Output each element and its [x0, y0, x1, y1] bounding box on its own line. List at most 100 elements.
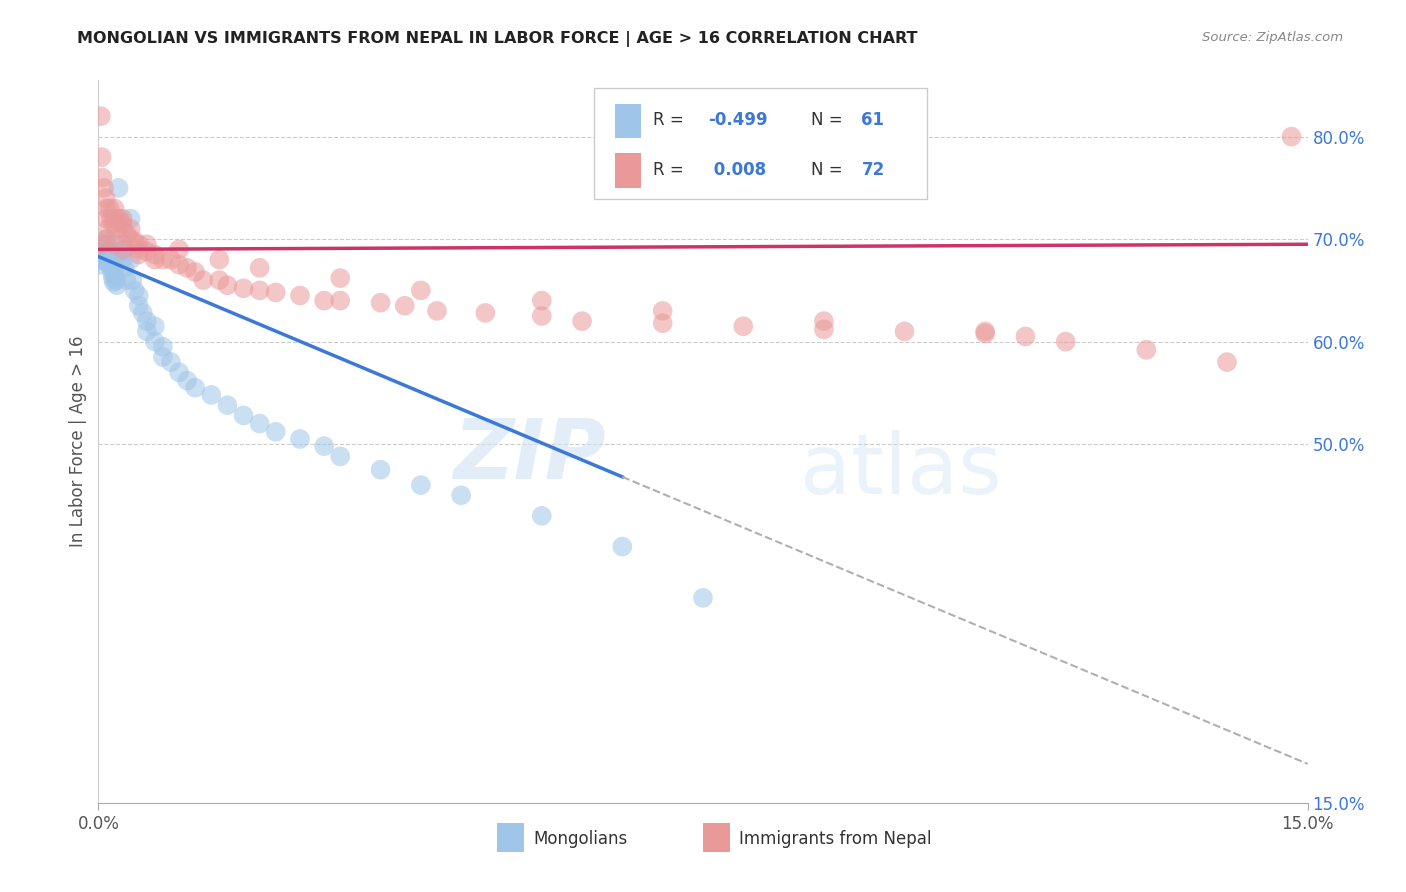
- Point: [184, 265, 207, 279]
- Point: [111, 244, 134, 259]
- Point: [111, 237, 134, 252]
- Text: 61: 61: [862, 112, 884, 129]
- Point: [249, 417, 271, 431]
- Point: [101, 265, 124, 279]
- Point: [128, 237, 150, 252]
- Point: [120, 222, 142, 236]
- Point: [124, 234, 146, 248]
- Point: [105, 222, 128, 236]
- Point: [100, 254, 122, 268]
- Text: N =: N =: [811, 161, 848, 178]
- Point: [103, 275, 125, 289]
- Point: [100, 260, 122, 275]
- Point: [94, 244, 117, 259]
- Text: Immigrants from Nepal: Immigrants from Nepal: [740, 830, 932, 848]
- Point: [91, 243, 114, 257]
- Bar: [498, 823, 524, 852]
- Text: Source: ZipAtlas.com: Source: ZipAtlas.com: [1202, 31, 1343, 45]
- Text: 72: 72: [862, 161, 884, 178]
- Point: [143, 252, 166, 267]
- Point: [200, 388, 222, 402]
- Point: [232, 281, 254, 295]
- Point: [426, 304, 449, 318]
- Point: [143, 319, 166, 334]
- Point: [91, 247, 114, 261]
- Point: [111, 252, 134, 267]
- Y-axis label: In Labor Force | Age > 16: In Labor Force | Age > 16: [69, 335, 87, 548]
- Point: [97, 240, 120, 254]
- Point: [370, 463, 392, 477]
- Point: [409, 478, 432, 492]
- Point: [208, 252, 231, 267]
- Point: [101, 271, 124, 285]
- Point: [394, 299, 416, 313]
- Point: [105, 278, 128, 293]
- Point: [176, 260, 198, 275]
- Text: R =: R =: [654, 161, 689, 178]
- Point: [1281, 129, 1303, 144]
- Point: [160, 355, 183, 369]
- Point: [813, 314, 835, 328]
- Point: [288, 432, 311, 446]
- Point: [217, 278, 239, 293]
- Bar: [614, 153, 641, 187]
- Point: [94, 254, 117, 268]
- Point: [264, 285, 287, 300]
- Point: [232, 409, 254, 423]
- Point: [107, 211, 129, 226]
- Point: [96, 232, 118, 246]
- Point: [120, 252, 142, 267]
- Point: [249, 284, 271, 298]
- Point: [128, 247, 150, 261]
- Point: [111, 217, 134, 231]
- Point: [103, 237, 125, 252]
- Point: [98, 202, 121, 216]
- Text: N =: N =: [811, 112, 848, 129]
- Point: [96, 211, 118, 226]
- Point: [124, 284, 146, 298]
- Point: [208, 273, 231, 287]
- Point: [120, 232, 142, 246]
- Text: MONGOLIAN VS IMMIGRANTS FROM NEPAL IN LABOR FORCE | AGE > 16 CORRELATION CHART: MONGOLIAN VS IMMIGRANTS FROM NEPAL IN LA…: [77, 31, 918, 47]
- Text: atlas: atlas: [800, 430, 1001, 511]
- Point: [115, 227, 138, 241]
- Point: [167, 365, 190, 379]
- Point: [1216, 355, 1239, 369]
- Text: -0.499: -0.499: [707, 112, 768, 129]
- Point: [101, 217, 124, 231]
- Point: [90, 258, 112, 272]
- Point: [128, 288, 150, 302]
- Point: [329, 293, 352, 308]
- Point: [103, 268, 125, 282]
- Point: [1135, 343, 1157, 357]
- Text: R =: R =: [654, 112, 689, 129]
- Point: [1054, 334, 1077, 349]
- Point: [143, 334, 166, 349]
- Point: [111, 222, 134, 236]
- Point: [111, 211, 134, 226]
- Point: [193, 273, 215, 287]
- Point: [135, 244, 157, 259]
- Point: [329, 450, 352, 464]
- Point: [90, 150, 112, 164]
- Point: [176, 374, 198, 388]
- Point: [530, 508, 553, 523]
- Text: ZIP: ZIP: [454, 416, 606, 497]
- Point: [120, 211, 142, 226]
- Point: [651, 304, 673, 318]
- Point: [143, 247, 166, 261]
- Bar: [614, 103, 641, 138]
- Point: [100, 211, 122, 226]
- Point: [90, 109, 112, 123]
- Point: [1014, 329, 1036, 343]
- Point: [90, 252, 112, 267]
- Point: [108, 211, 131, 226]
- Point: [115, 273, 138, 287]
- Point: [135, 314, 157, 328]
- Point: [107, 181, 129, 195]
- Point: [288, 288, 311, 302]
- Point: [152, 252, 174, 267]
- Point: [530, 293, 553, 308]
- Point: [90, 252, 112, 267]
- Point: [314, 293, 336, 308]
